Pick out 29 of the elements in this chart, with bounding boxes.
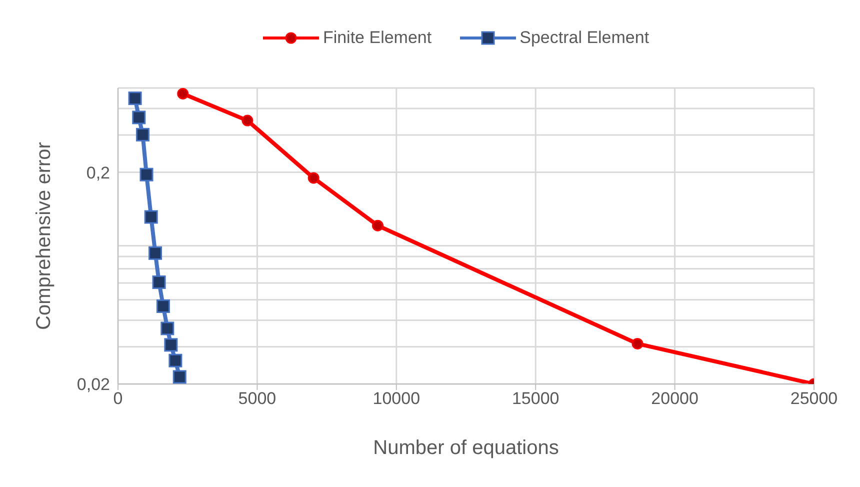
point xyxy=(632,338,644,350)
point xyxy=(140,168,154,182)
point xyxy=(177,88,189,100)
point xyxy=(242,114,254,126)
x-tick-label: 5000 xyxy=(238,389,276,408)
y-tick-label: 0,02 xyxy=(76,375,110,394)
point xyxy=(148,246,162,260)
point xyxy=(164,338,178,352)
x-tick-label: 15000 xyxy=(512,389,560,408)
point xyxy=(132,110,146,124)
point xyxy=(144,210,158,224)
point xyxy=(152,275,166,289)
point xyxy=(172,370,186,384)
x-tick-label: 20000 xyxy=(651,389,698,408)
legend-label: Spectral Element xyxy=(520,28,650,48)
point xyxy=(372,220,384,232)
point xyxy=(168,354,182,368)
point xyxy=(156,299,170,313)
x-tick-label: 0 xyxy=(113,389,123,408)
point xyxy=(160,322,174,336)
point xyxy=(128,92,142,106)
legend-label: Finite Element xyxy=(322,28,432,48)
y-axis-title: Comprehensive error xyxy=(33,142,56,330)
x-tick-label: 25000 xyxy=(790,389,838,408)
x-tick-label: 10000 xyxy=(372,389,420,408)
x-axis-title: Number of equations xyxy=(373,437,559,459)
y-tick-label: 0,2 xyxy=(86,163,110,182)
point xyxy=(308,172,320,184)
point xyxy=(136,128,150,142)
